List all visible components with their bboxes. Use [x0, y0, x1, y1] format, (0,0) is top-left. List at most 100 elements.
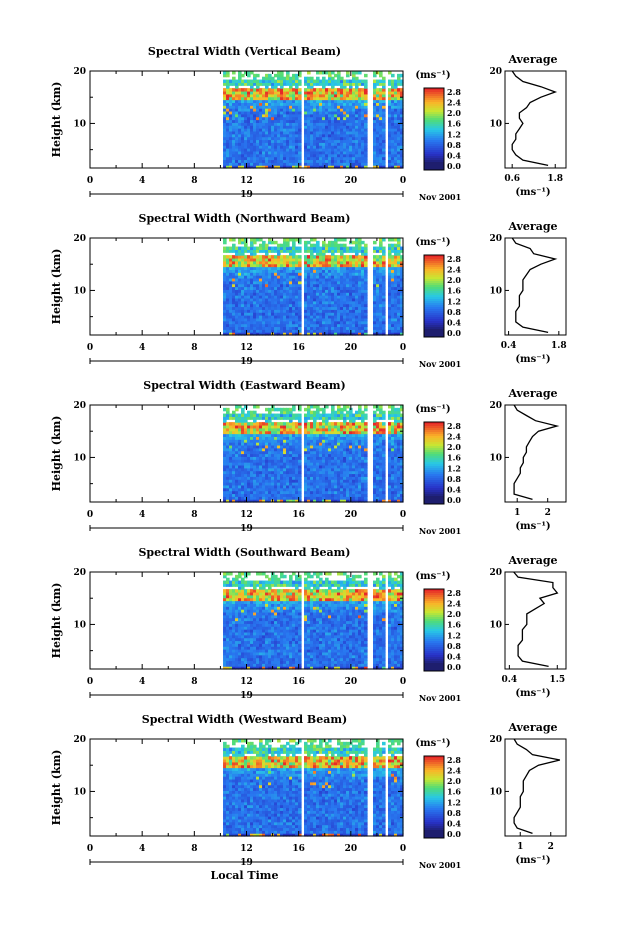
heatmap-cell: [316, 332, 320, 336]
heatmap-cell: [259, 266, 263, 270]
heatmap-cell: [319, 462, 323, 466]
heatmap-cell: [280, 467, 284, 472]
heatmap-cell: [331, 309, 335, 313]
heatmap-cell: [334, 410, 338, 415]
heatmap-cell: [241, 430, 245, 435]
heatmap-cell: [298, 96, 302, 101]
heatmap-cell: [223, 487, 227, 492]
heatmap-cell: [289, 493, 293, 497]
heatmap-cell: [226, 257, 230, 262]
heatmap-cell: [295, 436, 299, 440]
heatmap-cell: [256, 303, 260, 308]
heatmap-cell: [250, 309, 254, 313]
heatmap-cell: [226, 269, 230, 273]
heatmap-cell: [376, 323, 380, 328]
heatmap-cell: [265, 424, 269, 429]
heatmap-cell: [304, 499, 308, 503]
heatmap-cell: [310, 113, 314, 118]
heatmap-cell: [322, 105, 326, 109]
heatmap-cell: [331, 490, 335, 495]
heatmap-cell: [376, 275, 380, 279]
heatmap-cell: [256, 148, 260, 152]
heatmap-cell: [283, 128, 287, 132]
heatmap-cell: [310, 317, 314, 322]
heatmap-cell: [391, 156, 395, 161]
heatmap-cell: [343, 113, 347, 118]
heatmap-cell: [388, 249, 392, 253]
heatmap-cell: [355, 156, 359, 161]
heatmap-cell: [226, 263, 230, 268]
heatmap-cell: [256, 128, 260, 132]
heatmap-cell: [322, 156, 326, 161]
heatmap-cell: [232, 470, 236, 475]
heatmap-cell: [388, 125, 392, 129]
heatmap-cell: [295, 119, 299, 123]
heatmap-cell: [364, 295, 368, 299]
heatmap-cell: [307, 128, 311, 132]
heatmap-cell: [232, 493, 236, 497]
heatmap-cell: [313, 450, 317, 455]
heatmap-cell: [316, 456, 320, 460]
heatmap-cell: [238, 159, 242, 163]
heatmap-cell: [388, 292, 392, 296]
heatmap-cell: [292, 496, 296, 500]
heatmap-cell: [262, 272, 266, 276]
colorbar-step: [424, 259, 444, 262]
heatmap-cell: [232, 275, 236, 279]
heatmap-cell: [289, 85, 293, 89]
heatmap-cell: [388, 96, 392, 101]
heatmap-cell: [244, 93, 248, 98]
heatmap-cell: [325, 128, 329, 132]
heatmap-cell: [310, 128, 314, 132]
heatmap-cell: [250, 329, 254, 333]
heatmap-cell: [307, 436, 311, 440]
heatmap-cell: [313, 128, 317, 132]
heatmap-cell: [235, 246, 239, 251]
heatmap-cell: [229, 263, 233, 268]
heatmap-cell: [265, 419, 269, 423]
heatmap-cell: [256, 102, 260, 106]
heatmap-cell: [244, 433, 248, 437]
heatmap-cell: [346, 295, 350, 299]
heatmap-cell: [319, 447, 323, 452]
heatmap-cell: [259, 326, 263, 330]
heatmap-cell: [250, 159, 254, 163]
heatmap-cell: [352, 88, 356, 92]
heatmap-cell: [391, 133, 395, 138]
heatmap-cell: [280, 473, 284, 477]
heatmap-cell: [352, 323, 356, 328]
heatmap-cell: [388, 165, 392, 169]
heatmap-cell: [364, 292, 368, 296]
heatmap-cell: [268, 487, 272, 492]
heatmap-cell: [271, 473, 275, 477]
heatmap-cell: [328, 295, 332, 299]
heatmap-cell: [313, 476, 317, 480]
heatmap-cell: [250, 79, 254, 84]
y-tick-label: 10: [73, 286, 86, 296]
heatmap-cell: [322, 71, 326, 75]
heatmap-cell: [292, 99, 296, 103]
heatmap-cell: [226, 122, 230, 126]
heatmap-cell: [235, 266, 239, 270]
heatmap-cell: [355, 297, 359, 302]
heatmap-cell: [247, 263, 251, 268]
heatmap-cell: [304, 269, 308, 273]
heatmap-cell: [253, 240, 257, 245]
heatmap-cell: [241, 99, 245, 103]
heatmap-cell: [247, 484, 251, 489]
heatmap-cell: [238, 272, 242, 276]
heatmap-cell: [331, 332, 335, 336]
heatmap-cell: [226, 260, 230, 265]
heatmap-cell: [328, 329, 332, 333]
heatmap-cell: [397, 99, 401, 103]
heatmap-cell: [247, 320, 251, 325]
heatmap-cell: [331, 93, 335, 98]
heatmap-cell: [241, 303, 245, 308]
heatmap-cell: [274, 85, 278, 89]
heatmap-cell: [223, 286, 227, 290]
heatmap-cell: [280, 113, 284, 118]
heatmap-cell: [238, 496, 242, 500]
heatmap-cell: [373, 257, 377, 262]
heatmap-cell: [286, 136, 290, 141]
heatmap-cell: [388, 286, 392, 290]
